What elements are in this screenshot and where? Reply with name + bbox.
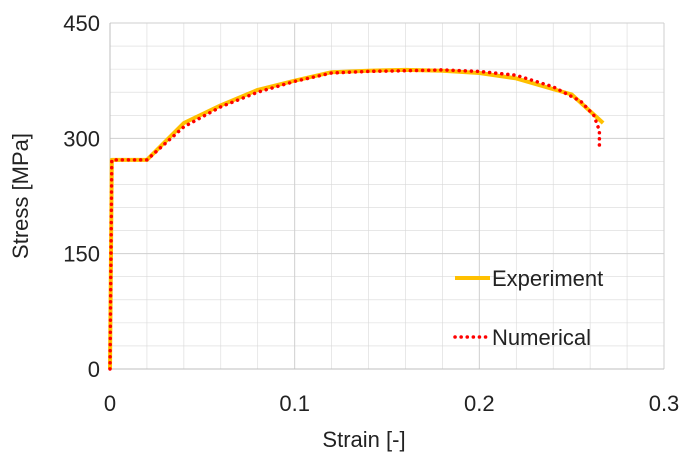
x-tick-label: 0.1 [279,391,310,416]
grid [109,22,665,370]
x-axis-title: Strain [-] [322,427,405,452]
x-tick-label: 0.3 [649,391,680,416]
plot-area [108,67,605,371]
x-tick-label: 0 [104,391,116,416]
series-line-numerical [108,68,602,371]
y-tick-label: 300 [63,126,100,151]
y-tick-label: 450 [63,11,100,36]
axes [109,23,664,370]
legend: Experiment Numerical [453,266,603,350]
y-tick-label: 150 [63,242,100,267]
y-tick-label: 0 [88,357,100,382]
tick-labels: 0 0.1 0.2 0.3 0 150 300 450 [63,11,679,416]
legend-label-numerical: Numerical [492,325,591,350]
legend-label-experiment: Experiment [492,266,603,291]
x-tick-label: 0.2 [464,391,495,416]
y-axis-title: Stress [MPa] [8,133,33,259]
